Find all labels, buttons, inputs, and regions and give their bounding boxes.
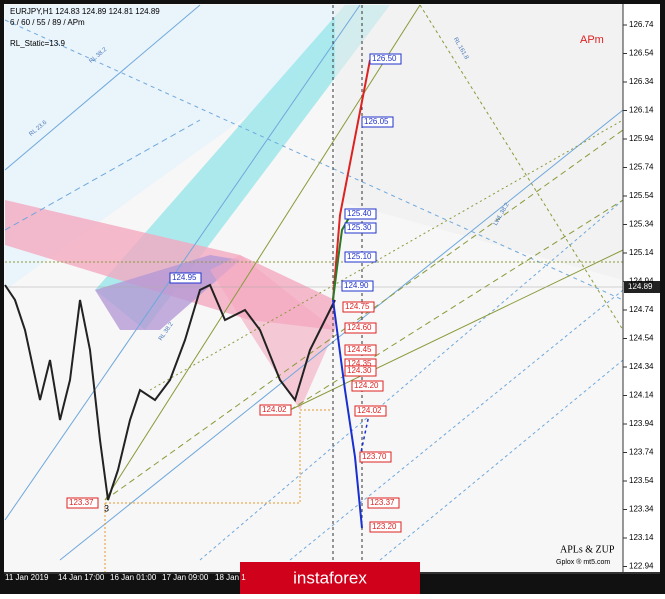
level-box [359, 451, 392, 463]
price-tick-label: 126.14 [629, 106, 654, 115]
level-box [354, 405, 387, 417]
level-label: 126.50 [372, 54, 397, 63]
level-label: 124.35 [347, 359, 372, 368]
level-box [66, 497, 99, 509]
level-box [259, 404, 292, 416]
price-tick-label: 126.54 [629, 49, 654, 58]
time-tick-label: 16 Jan 01:00 [110, 573, 157, 582]
price-tick-label: 125.54 [629, 191, 654, 200]
level-label: 124.45 [347, 345, 372, 354]
time-tick-label: 14 Jan 17:00 [58, 573, 105, 582]
level-box [344, 251, 377, 263]
level-label: 124.02 [262, 405, 287, 414]
price-tick-label: 125.14 [629, 248, 654, 257]
price-tick-label: 123.14 [629, 533, 654, 542]
price-tick-label: 126.74 [629, 20, 654, 29]
price-tick-label: 125.94 [629, 134, 654, 143]
level-box [344, 365, 377, 377]
price-tick-label: 122.94 [629, 562, 654, 571]
level-box [169, 272, 202, 284]
price-tick-label: 123.94 [629, 419, 654, 428]
price-tick-label: 123.54 [629, 476, 654, 485]
symbol-line: EURJPY,H1 124.83 124.89 124.81 124.89 [10, 7, 160, 16]
level-label: 125.30 [347, 223, 372, 232]
level-label: 124.60 [347, 323, 372, 332]
level-box [342, 301, 375, 313]
level-label: 123.37 [370, 498, 395, 507]
level-label: 124.20 [354, 381, 379, 390]
price-tick-label: 126.34 [629, 77, 654, 86]
level-box [344, 344, 377, 356]
level-box [344, 222, 377, 234]
level-label: 125.40 [347, 209, 372, 218]
level-box [369, 521, 402, 533]
credits: APLs & ZUP [560, 544, 615, 555]
apm-tag: APm [580, 34, 604, 46]
current-price-bg [624, 281, 660, 293]
level-label: 126.05 [364, 117, 389, 126]
level-box [369, 53, 402, 65]
price-tick-label: 125.74 [629, 163, 654, 172]
level-box [351, 380, 384, 392]
level-box [367, 497, 400, 509]
level-label: 125.10 [347, 252, 372, 261]
credits-sub: Gplox ® mt5.com [556, 558, 610, 566]
drawing-objects [4, 4, 624, 572]
level-label: 124.95 [172, 273, 197, 282]
time-tick-label: 11 Jan 2019 [5, 573, 49, 582]
time-tick-label: 18 Jan 1 [215, 573, 246, 582]
indicator-params: 6 / 60 / 55 / 89 / APm [10, 18, 85, 27]
price-tick-label: 125.34 [629, 220, 654, 229]
level-label: 123.20 [372, 522, 397, 531]
banner-bg [240, 562, 420, 594]
wave-label: 3 [104, 503, 109, 513]
level-label: 124.30 [347, 366, 372, 375]
level-label: 123.37 [69, 498, 94, 507]
current-price: 124.89 [628, 282, 653, 291]
price-tick-label: 124.14 [629, 391, 654, 400]
banner-text: instaforex [293, 568, 367, 587]
level-label: 124.90 [344, 281, 369, 290]
level-box [361, 116, 394, 128]
level-label: 124.75 [345, 302, 370, 311]
time-tick-label: 17 Jan 09:00 [162, 573, 209, 582]
price-tick-label: 124.54 [629, 334, 654, 343]
price-tick-label: 124.34 [629, 362, 654, 371]
price-tick-label: 123.34 [629, 505, 654, 514]
price-tick-label: 123.74 [629, 448, 654, 457]
level-label: 124.02 [357, 406, 382, 415]
price-tick-label: 124.94 [629, 277, 654, 286]
price-tick-label: 124.74 [629, 305, 654, 314]
level-label: 123.70 [362, 452, 387, 461]
level-box [344, 322, 377, 334]
level-box [341, 280, 374, 292]
static-label: RL_Static=13.9 [10, 39, 65, 48]
level-box [344, 208, 377, 220]
